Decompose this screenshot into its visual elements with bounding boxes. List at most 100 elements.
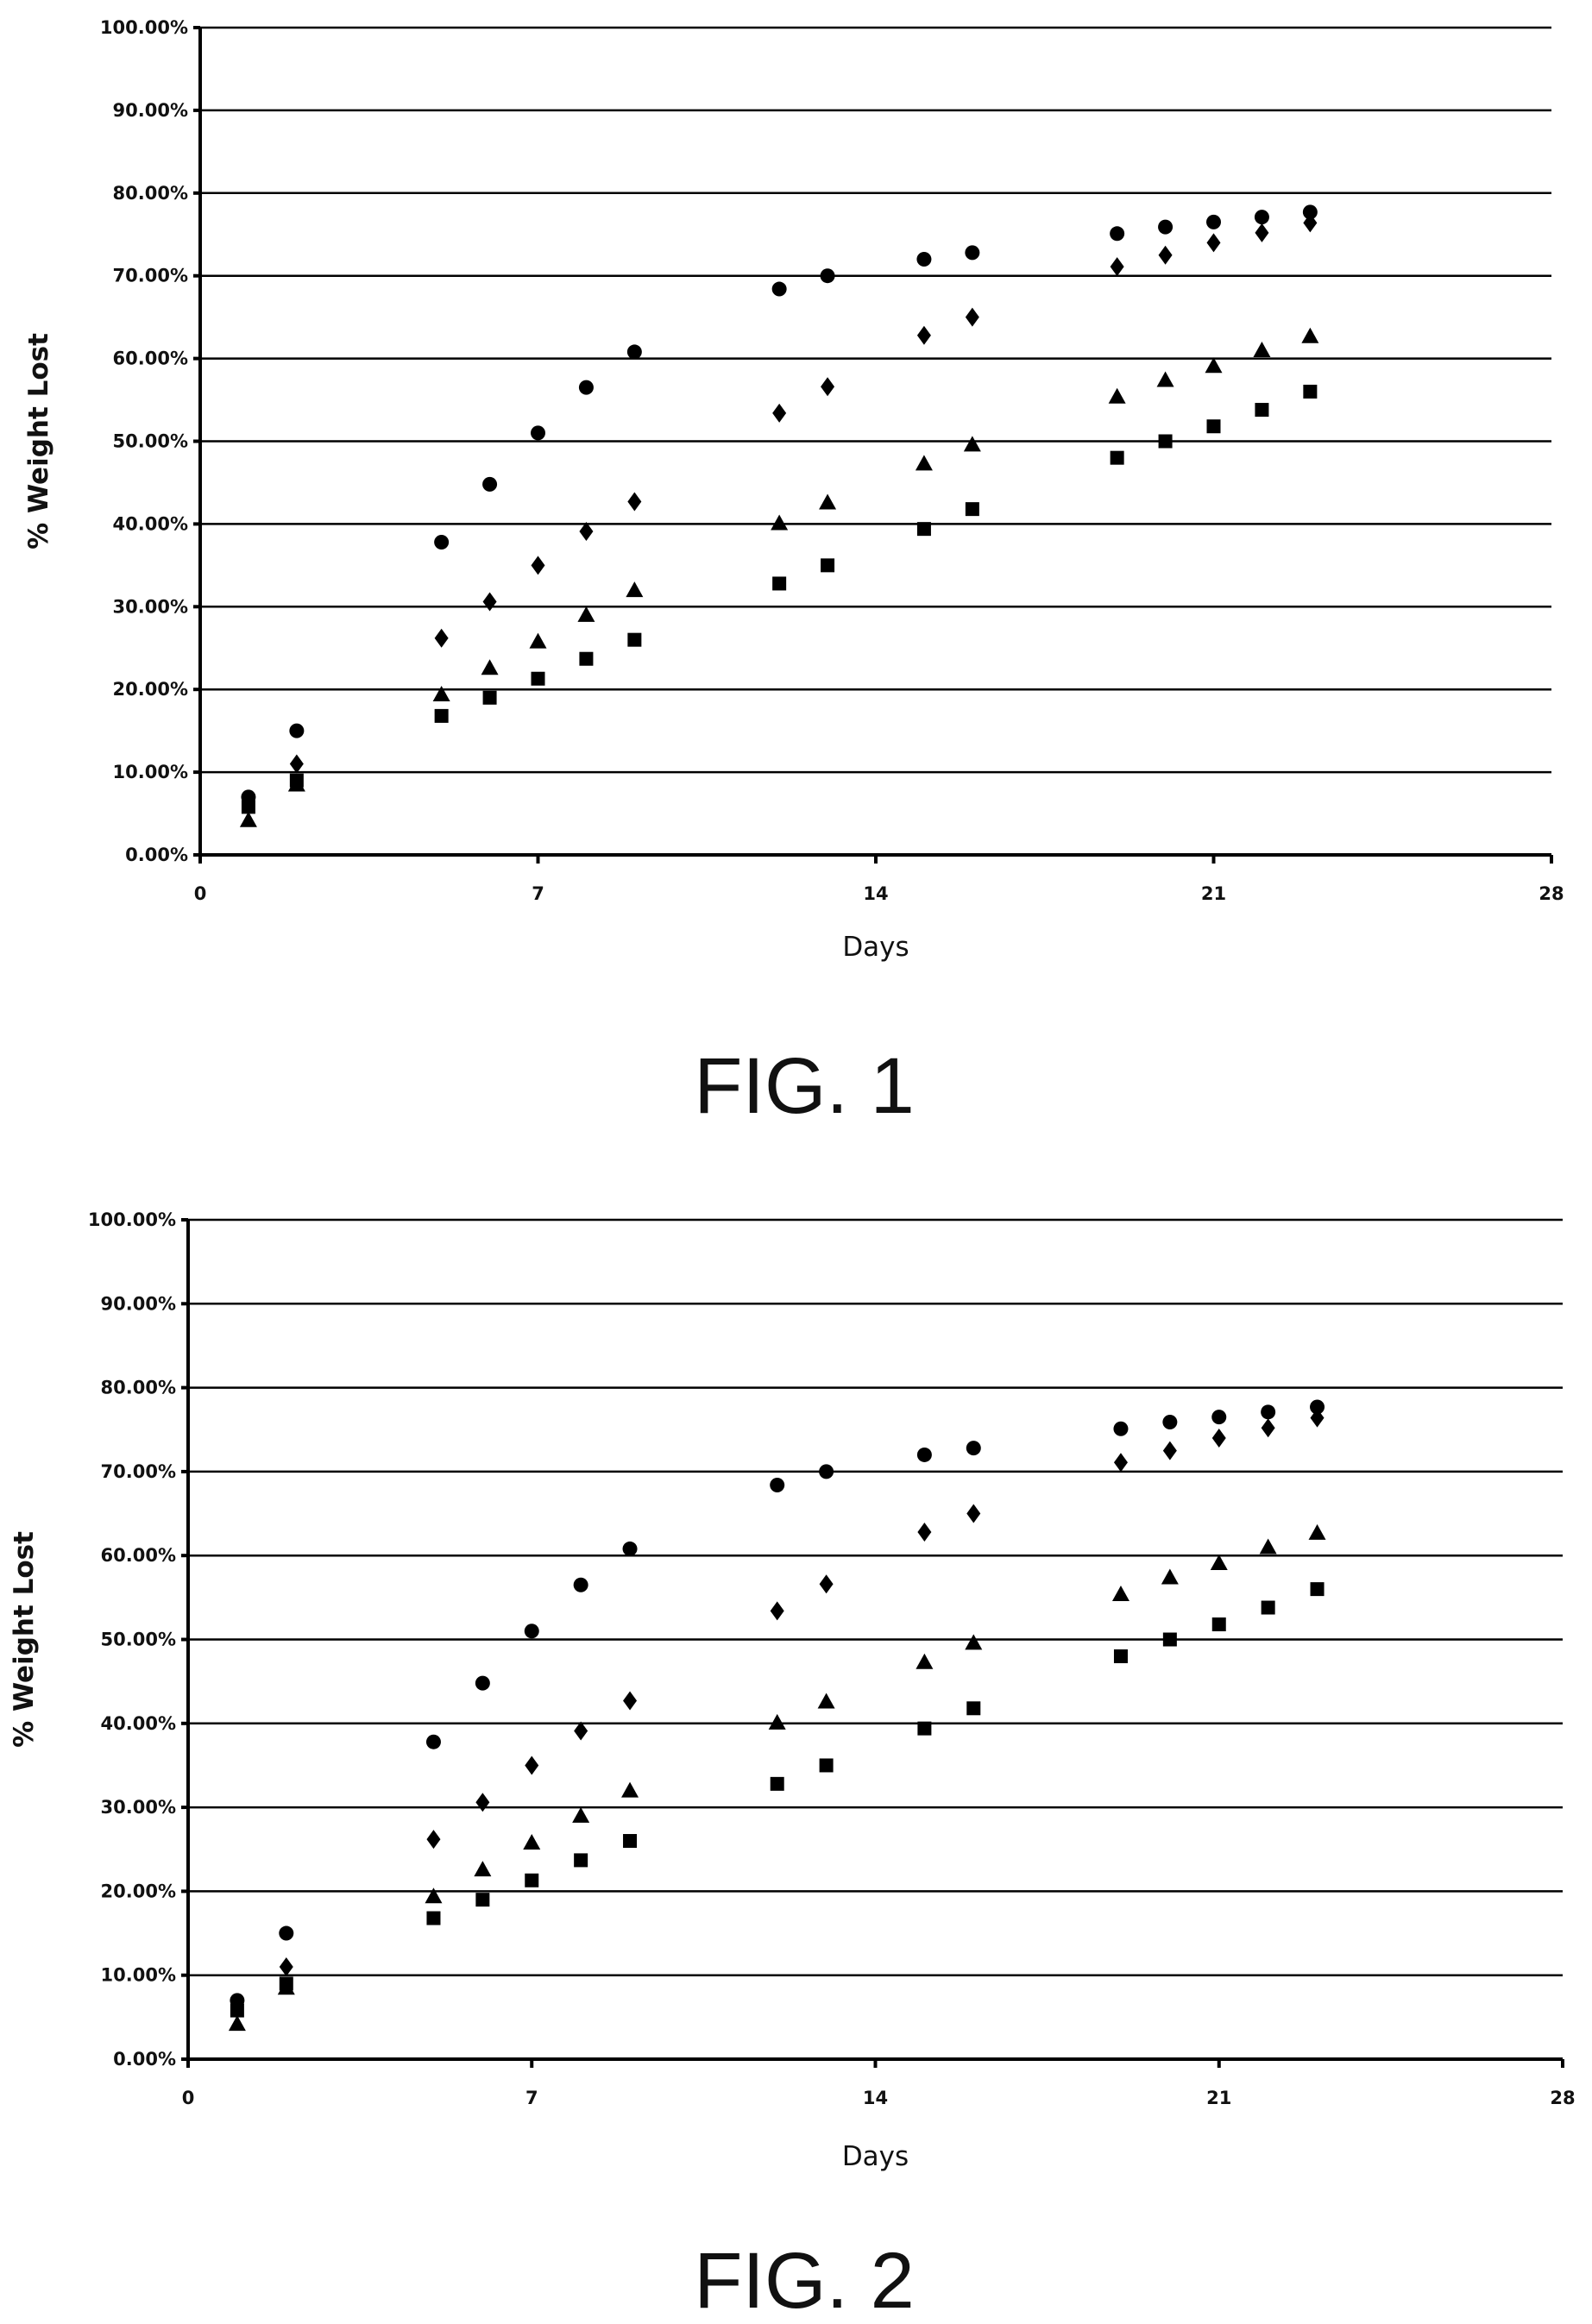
figure-2: 0.00% 10.00% 20.00% 30.00% 40.00% 50.00% 60.00… [9,1209,1576,2324]
x-tick-label: 21 [1206,2088,1231,2108]
data-point-circle [425,1734,441,1749]
data-point-square [426,1911,441,1925]
data-point-triangle [1210,1554,1228,1570]
y-tick-label: 10.00% [101,1965,176,1986]
x-tick-label: 28 [1550,2088,1575,2108]
data-point-square [917,1721,932,1736]
y-tick-label: 90.00% [101,1293,176,1314]
data-point-triangle [1308,1523,1326,1540]
data-point-square [1158,434,1173,449]
data-point-circle [1261,1404,1276,1420]
data-point-circle [622,1541,638,1556]
data-point-triangle [572,1806,590,1823]
data-point-diamond [482,592,497,612]
data-point-circle [1113,1421,1129,1436]
x-tick-label: 0 [182,2088,195,2108]
y-tick-label: 0.00% [125,845,188,865]
x-tick-label: 7 [532,883,544,904]
y-tick-label: 60.00% [113,349,188,369]
data-point-square [434,708,449,723]
data-point-triangle [239,811,257,827]
data-point-triangle [915,455,933,471]
data-point-square [525,1873,539,1887]
data-point-triangle [1111,1585,1130,1601]
y-tick-label: 100.00% [100,17,188,38]
x-tick-label: 7 [525,2088,538,2108]
data-point-square [1211,1617,1226,1631]
data-point-diamond [916,325,931,345]
data-point-square [241,800,255,814]
data-point-diamond [525,1756,539,1775]
data-point-square [1310,1582,1325,1597]
data-point-triangle [771,514,789,531]
data-point-triangle [481,659,499,675]
x-axis-label: Days [842,932,909,963]
y-tick-label: 0.00% [113,2049,176,2070]
data-point-circle [482,476,498,492]
data-point-triangle [768,1713,786,1730]
data-point-diamond [434,628,449,648]
data-point-diamond [475,1793,490,1812]
data-point-square [574,1853,588,1868]
data-point-triangle [626,581,644,598]
data-point-triangle [474,1861,492,1877]
data-point-circle [531,425,545,441]
data-point-diamond [426,1830,441,1850]
y-tick-label: 20.00% [101,1881,176,1901]
data-point-square [819,1758,834,1773]
data-point-circle [1110,226,1125,242]
data-point-circle [916,252,932,267]
data-point-circle [819,1464,834,1479]
data-point-diamond [917,1522,932,1542]
y-tick-label: 100.00% [88,1209,176,1230]
data-point-triangle [1156,371,1174,387]
data-point-circle [965,245,980,261]
data-point-triangle [1108,387,1126,404]
data-point-diamond [1211,1428,1226,1448]
y-tick-label: 70.00% [101,1461,176,1482]
data-point-diamond [574,1721,588,1741]
data-point-diamond [821,377,835,397]
data-point-diamond [819,1574,834,1594]
data-point-circle [1302,204,1318,220]
data-point-diamond [1158,245,1173,265]
data-point-circle [820,268,835,284]
data-point-square [1113,1649,1128,1663]
data-point-triangle [523,1833,541,1850]
data-point-diamond [279,1957,293,1976]
data-point-circle [1310,1399,1325,1415]
data-point-circle [1211,1410,1227,1425]
data-point-diamond [965,307,979,327]
data-point-circle [1162,1414,1178,1429]
y-tick-label: 80.00% [113,183,188,204]
figure-caption: FIG. 2 [694,2237,915,2324]
data-point-square [1303,384,1318,399]
y-axis-label: % Weight Lost [23,333,54,550]
y-tick-label: 40.00% [101,1713,176,1734]
data-point-square [230,2003,244,2018]
y-tick-label: 40.00% [113,513,188,534]
data-point-triangle [1205,357,1223,374]
y-tick-label: 30.00% [113,596,188,617]
data-point-triangle [577,606,595,622]
data-point-triangle [819,493,837,510]
data-point-triangle [963,436,981,452]
data-point-circle [434,534,450,550]
data-point-triangle [1301,327,1319,343]
data-point-triangle [432,685,450,701]
data-point-diamond [623,1691,638,1711]
data-point-square [772,576,787,591]
figure-1: 0.00% 10.00% 20.00% 30.00% 40.00% 50.00% 60.00… [23,17,1564,1130]
data-point-diamond [1113,1453,1128,1473]
data-point-triangle [1161,1568,1179,1585]
data-point-diamond [772,403,787,423]
data-point-circle [1206,214,1221,229]
data-point-square [579,651,594,666]
data-point-circle [1158,219,1174,235]
y-tick-label: 20.00% [113,679,188,700]
x-tick-label: 0 [194,883,207,904]
y-tick-label: 30.00% [101,1797,176,1818]
data-point-diamond [1110,257,1124,277]
data-point-diamond [1162,1441,1177,1460]
